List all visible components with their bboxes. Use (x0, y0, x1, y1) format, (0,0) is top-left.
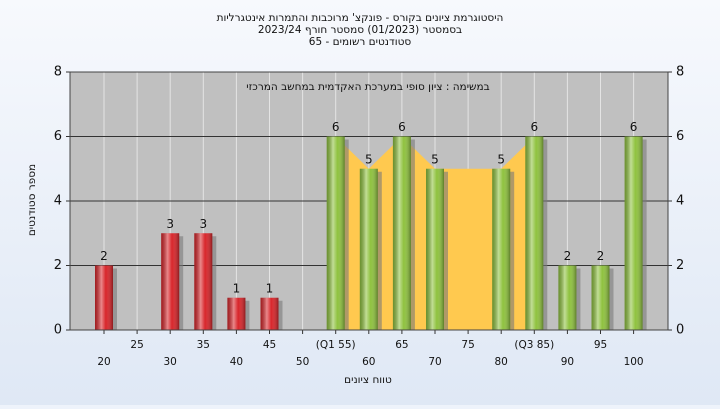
bar-shine (359, 168, 378, 330)
data-label: 5 (365, 152, 373, 166)
plot-border (69, 71, 669, 331)
data-label: 6 (630, 120, 638, 134)
x-tick-label: (Q1 55) (316, 339, 356, 351)
x-tick-label: 50 (296, 356, 309, 368)
x-tick-label: 95 (594, 339, 607, 351)
bar-shine (260, 297, 279, 330)
x-tick-label: (Q3 85) (514, 339, 554, 351)
x-tick-label: 30 (164, 356, 177, 368)
y2-tick-label: 2 (676, 258, 684, 273)
chart-title: היסטוגרמת ציונים בקורס - פונקצ' מרוכבות … (217, 12, 504, 24)
x-tick-label: 60 (362, 356, 375, 368)
data-label: 6 (530, 120, 538, 134)
bar-shine (194, 233, 213, 330)
chart-subtitle: סטודנטים רשומים - 65 (309, 36, 412, 48)
x-tick-label: 25 (130, 339, 143, 351)
y2-tick-label: 8 (676, 65, 684, 80)
data-label: 2 (597, 249, 605, 263)
y-axis-label: מספר סטודנטים (26, 164, 38, 236)
bar-shine (591, 265, 610, 330)
y-tick-label: 2 (54, 258, 62, 273)
x-tick-label: 75 (461, 339, 474, 351)
bar-shine (492, 168, 511, 330)
x-tick-label: 100 (624, 356, 644, 368)
data-label: 2 (564, 249, 572, 263)
x-tick-label: 70 (428, 356, 441, 368)
y2-tick-label: 6 (676, 129, 684, 144)
data-label: 5 (497, 152, 505, 166)
bar-shine (95, 265, 113, 330)
bar-shine (558, 265, 577, 330)
bar-shine (161, 233, 180, 330)
x-tick-label: 90 (561, 356, 574, 368)
bar-shine (525, 136, 544, 330)
data-label: 5 (431, 152, 439, 166)
y-tick-label: 8 (54, 65, 62, 80)
x-tick-label: 20 (97, 356, 110, 368)
data-label: 1 (233, 281, 241, 295)
data-label: 3 (166, 217, 174, 231)
y-tick-label: 0 (54, 323, 62, 338)
y2-tick-label: 4 (676, 194, 684, 209)
x-axis-label: טווח ציונים (344, 374, 392, 386)
bar-shine (392, 136, 411, 330)
annotation: במשימה : ציון סופי במערכת האקדמית במחשב … (246, 81, 489, 93)
data-label: 6 (398, 120, 406, 134)
data-label: 3 (199, 217, 207, 231)
x-tick-label: 40 (230, 356, 243, 368)
x-tick-label: 45 (263, 339, 276, 351)
data-label: 1 (266, 281, 274, 295)
bar-shine (426, 168, 444, 330)
x-tick-label: 65 (395, 339, 408, 351)
x-tick-label: 35 (197, 339, 210, 351)
x-tick-label: 80 (495, 356, 508, 368)
data-label: 2 (100, 249, 108, 263)
data-label: 6 (332, 120, 340, 134)
bar-shine (624, 136, 643, 330)
chart-subtitle: בסמסטר (01/2023) סמסטר חורף 2023/24 (258, 24, 462, 36)
y-tick-label: 4 (54, 194, 62, 209)
bar-shine (326, 136, 345, 330)
y-tick-label: 6 (54, 129, 62, 144)
bar-shine (227, 297, 246, 330)
y2-tick-label: 0 (676, 323, 684, 338)
